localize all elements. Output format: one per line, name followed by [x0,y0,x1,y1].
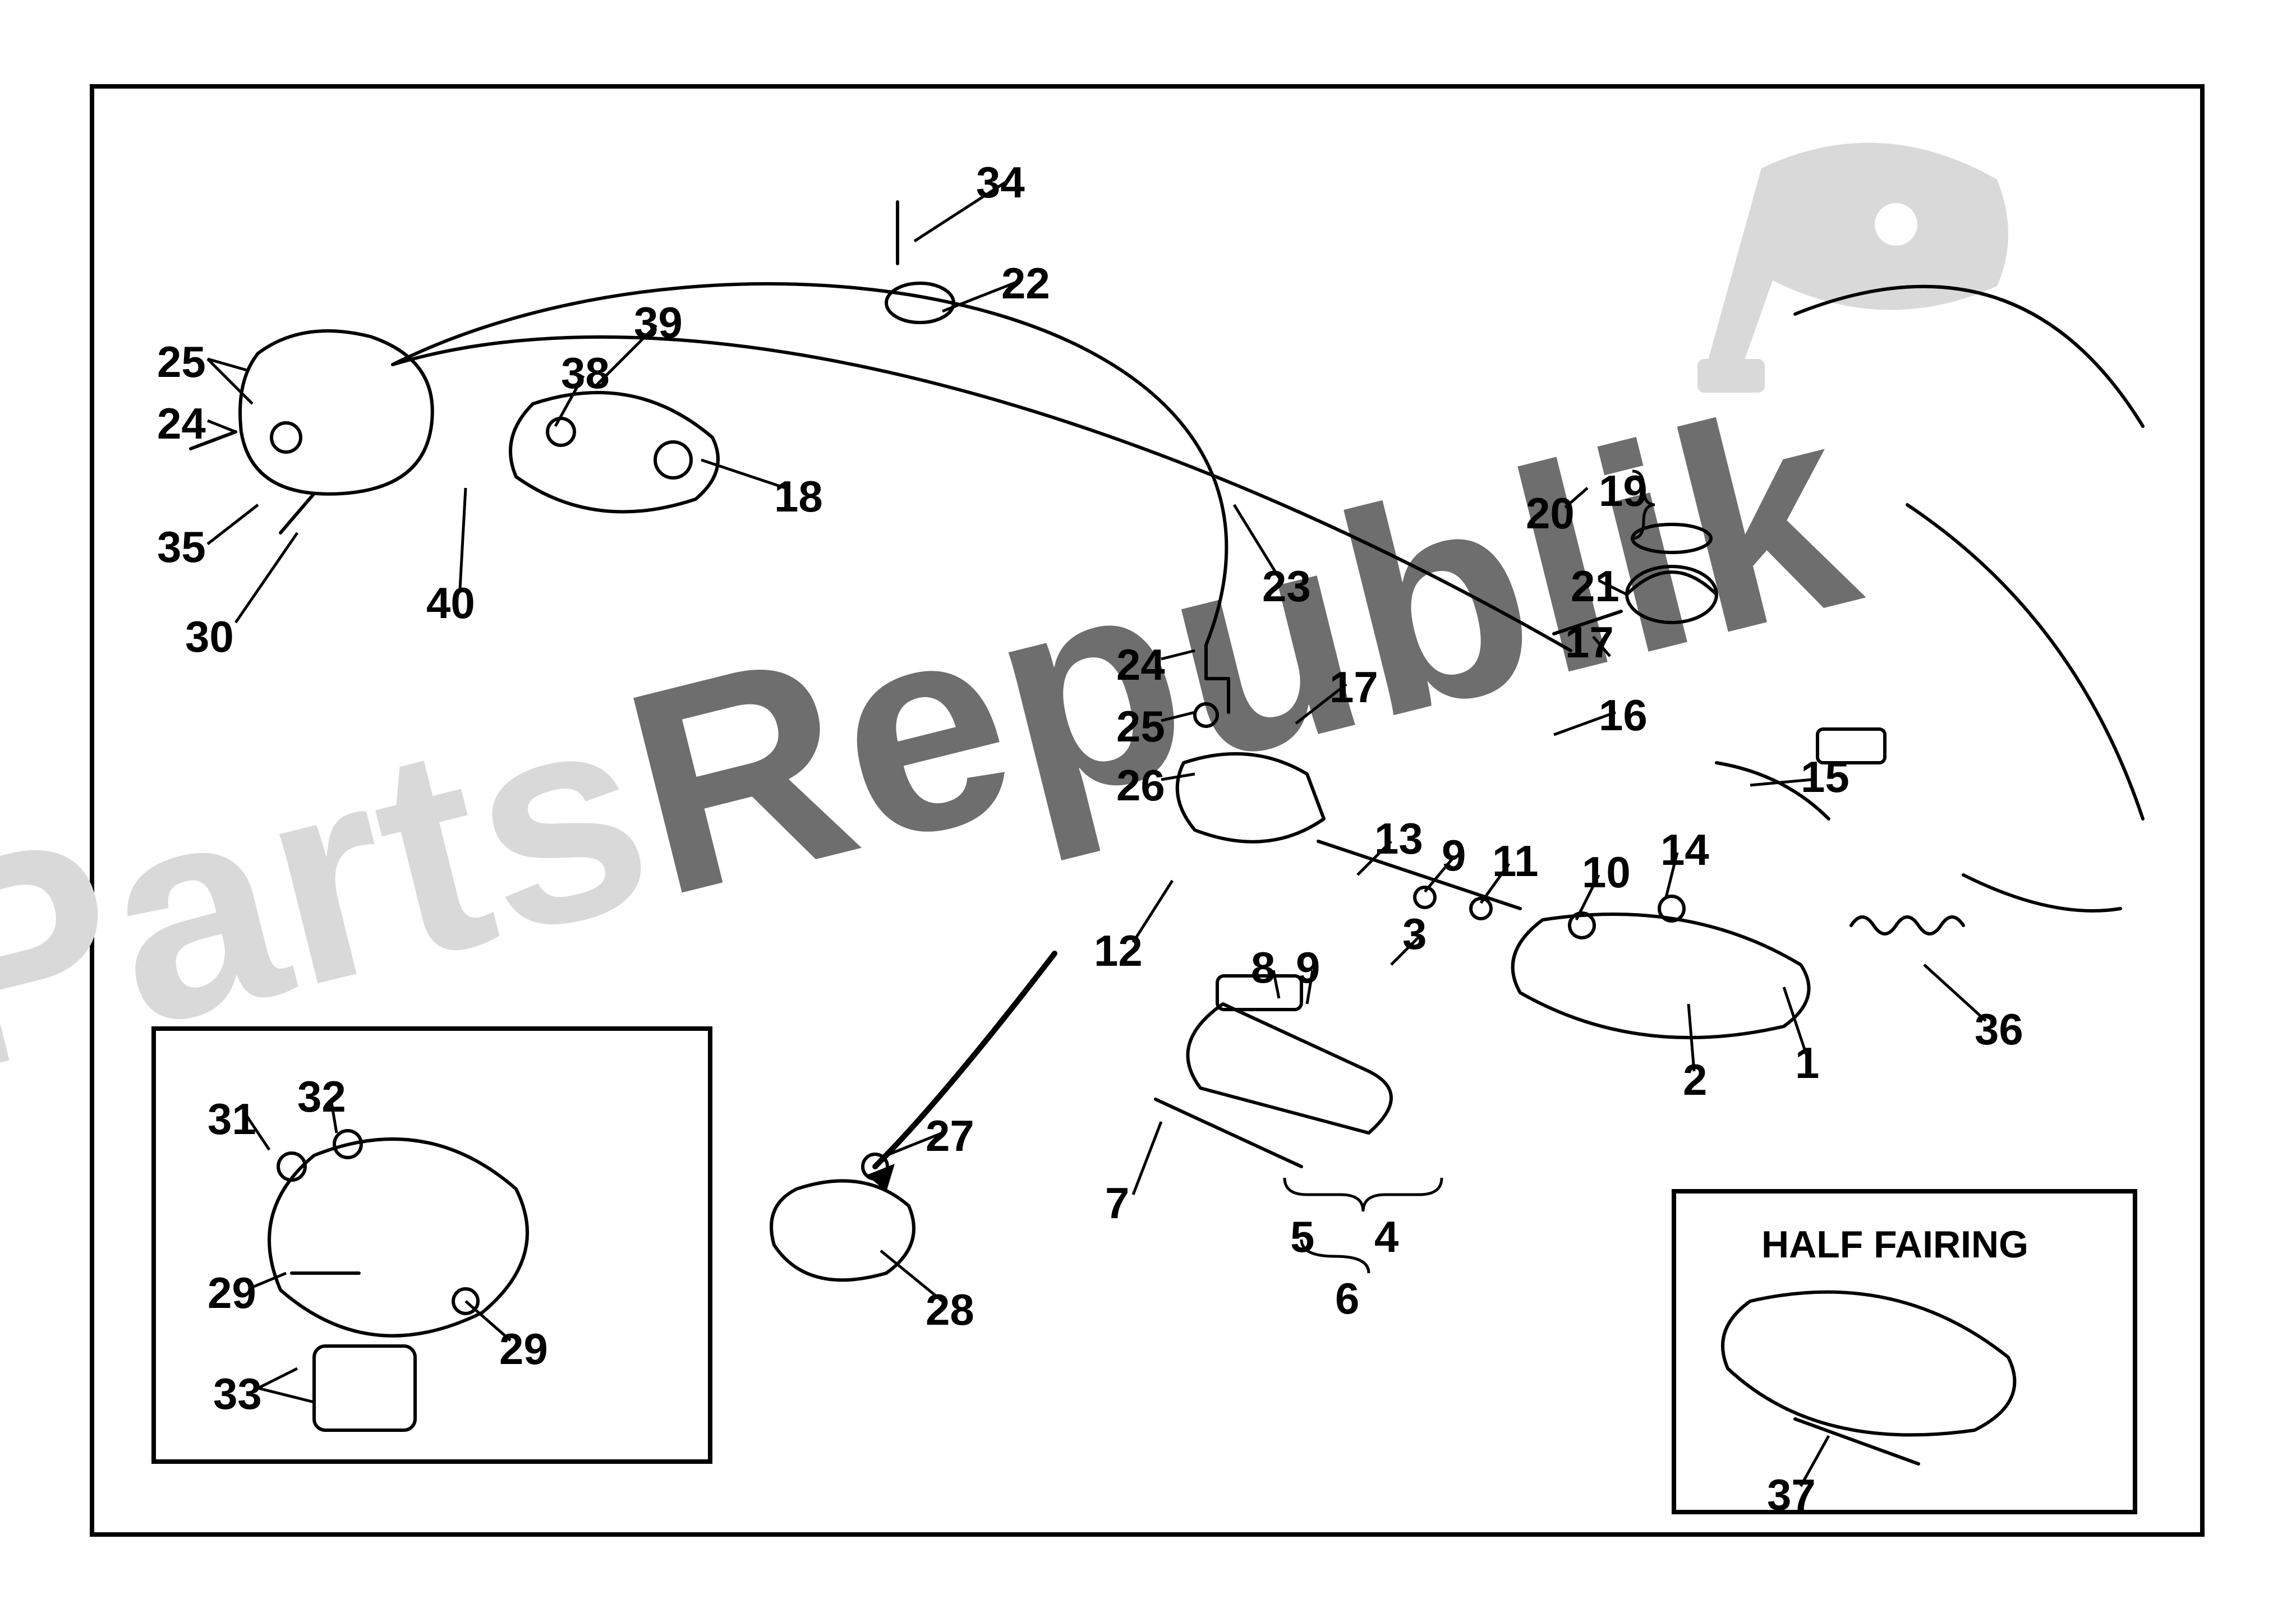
callout-29b: 29 [499,1324,548,1375]
callout-14: 14 [1660,824,1709,875]
callout-12: 12 [1094,925,1143,976]
callout-24a: 24 [157,398,206,449]
callout-15: 15 [1801,752,1849,803]
callout-34: 34 [976,157,1025,208]
callout-24b: 24 [1116,639,1165,690]
callout-33: 33 [213,1368,262,1420]
callout-19: 19 [1599,466,1648,517]
callout-40: 40 [426,578,475,629]
callout-16: 16 [1599,690,1648,741]
callout-22: 22 [1001,258,1050,309]
callout-11: 11 [1492,836,1538,887]
callout-20: 20 [1526,488,1575,539]
callout-25a: 25 [157,337,206,388]
callout-17b: 17 [1565,617,1614,668]
callout-8: 8 [1251,942,1275,993]
callout-27: 27 [926,1110,974,1162]
callout-18: 18 [774,471,823,522]
callout-29a: 29 [208,1268,256,1319]
callout-10: 10 [1582,847,1631,898]
callout-4: 4 [1374,1211,1398,1262]
callout-7: 7 [1105,1178,1129,1229]
callout-37: 37 [1767,1469,1816,1520]
callout-13: 13 [1374,813,1423,864]
callout-9a: 9 [1442,830,1466,881]
callout-25b: 25 [1116,701,1165,752]
callout-1: 1 [1795,1038,1819,1089]
callout-32: 32 [297,1071,346,1122]
callout-6: 6 [1335,1273,1359,1324]
callout-28: 28 [926,1284,974,1335]
callout-38: 38 [561,348,610,399]
callout-5: 5 [1290,1211,1314,1262]
callout-23: 23 [1262,561,1311,612]
callout-26: 26 [1116,760,1165,811]
callout-39: 39 [634,297,683,348]
callout-21: 21 [1571,561,1619,612]
callout-35: 35 [157,522,206,573]
callout-31: 31 [208,1094,256,1145]
callout-17a: 17 [1329,662,1378,713]
callout-36: 36 [1975,1004,2023,1055]
callout-9b: 9 [1296,942,1320,993]
callout-30: 30 [185,611,234,662]
callout-2: 2 [1683,1054,1707,1105]
callout-3: 3 [1402,909,1427,960]
half-fairing-label: HALF FAIRING [1761,1223,2028,1266]
